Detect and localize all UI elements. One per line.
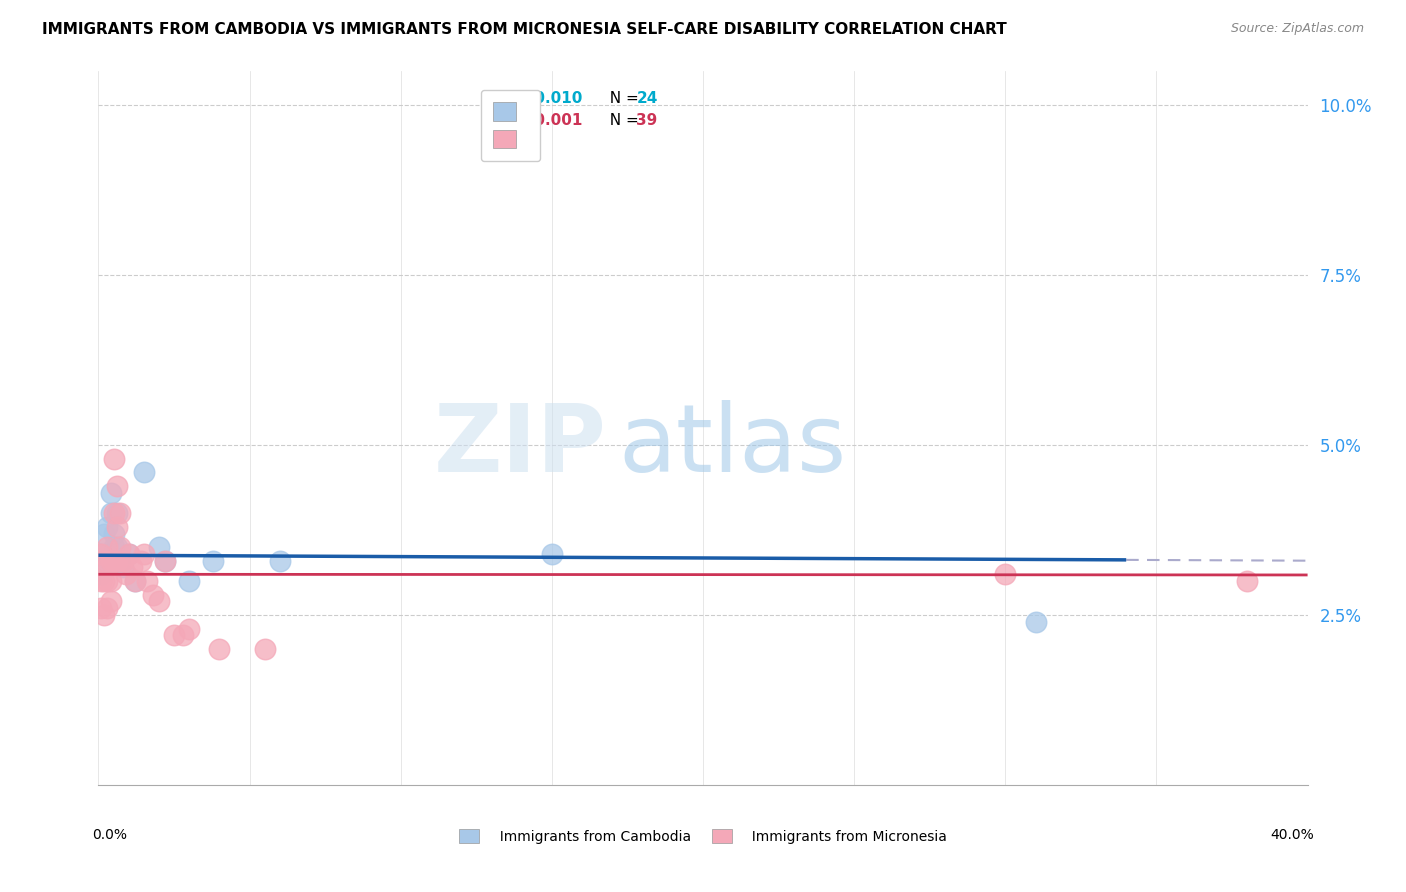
Point — [179, 574, 201, 588]
Text: N =: N = — [600, 113, 644, 128]
Point — [93, 554, 115, 568]
Point — [90, 601, 112, 615]
Point — [202, 554, 225, 568]
Point — [90, 547, 112, 561]
Point — [135, 574, 157, 588]
Point — [269, 554, 291, 568]
Point — [129, 554, 152, 568]
Point — [93, 574, 115, 588]
Point — [124, 574, 146, 588]
Point — [121, 560, 143, 574]
Point — [148, 594, 170, 608]
Point — [93, 608, 115, 623]
Point — [124, 574, 146, 588]
Point — [108, 540, 131, 554]
Point — [179, 622, 201, 636]
Point — [96, 560, 118, 574]
Point — [105, 519, 128, 533]
Point — [105, 540, 128, 554]
Point — [132, 466, 155, 480]
Text: R =: R = — [492, 113, 524, 128]
Point — [118, 547, 141, 561]
Point — [163, 628, 186, 642]
Point — [105, 506, 128, 520]
Text: N =: N = — [600, 92, 644, 106]
Text: -0.001: -0.001 — [527, 113, 582, 128]
Point — [100, 594, 122, 608]
Point — [96, 540, 118, 554]
Point — [90, 567, 112, 582]
Text: 39: 39 — [637, 113, 658, 128]
Point — [994, 567, 1017, 582]
Point — [103, 554, 125, 568]
Point — [1236, 574, 1258, 588]
Point — [118, 547, 141, 561]
Point — [253, 642, 276, 657]
Text: IMMIGRANTS FROM CAMBODIA VS IMMIGRANTS FROM MICRONESIA SELF-CARE DISABILITY CORR: IMMIGRANTS FROM CAMBODIA VS IMMIGRANTS F… — [42, 22, 1007, 37]
Point — [111, 554, 134, 568]
Point — [96, 519, 118, 533]
Point — [105, 554, 128, 568]
Point — [90, 574, 112, 588]
Point — [90, 547, 112, 561]
Text: Source: ZipAtlas.com: Source: ZipAtlas.com — [1230, 22, 1364, 36]
Point — [111, 560, 134, 574]
Point — [96, 574, 118, 588]
Point — [153, 554, 176, 568]
Point — [132, 547, 155, 561]
Point — [103, 526, 125, 541]
Point — [103, 506, 125, 520]
Point — [100, 554, 122, 568]
Point — [108, 554, 131, 568]
Point — [100, 574, 122, 588]
Text: R =: R = — [492, 92, 524, 106]
Point — [100, 506, 122, 520]
Point — [100, 485, 122, 500]
Text: atlas: atlas — [619, 400, 846, 492]
Point — [108, 506, 131, 520]
Point — [103, 451, 125, 466]
Point — [208, 642, 231, 657]
Point — [540, 547, 562, 561]
Text: -0.010: -0.010 — [527, 92, 582, 106]
Legend:   Immigrants from Cambodia,   Immigrants from Micronesia: Immigrants from Cambodia, Immigrants fro… — [453, 823, 953, 849]
Point — [153, 554, 176, 568]
Point — [93, 526, 115, 541]
Point — [114, 567, 136, 582]
Point — [96, 601, 118, 615]
Point — [93, 554, 115, 568]
Point — [1024, 615, 1046, 629]
Point — [103, 540, 125, 554]
Point — [105, 479, 128, 493]
Point — [96, 547, 118, 561]
Text: 40.0%: 40.0% — [1270, 828, 1313, 842]
Text: 0.0%: 0.0% — [93, 828, 128, 842]
Point — [172, 628, 194, 642]
Point — [142, 588, 165, 602]
Point — [148, 540, 170, 554]
Text: ZIP: ZIP — [433, 400, 606, 492]
Text: 24: 24 — [637, 92, 658, 106]
